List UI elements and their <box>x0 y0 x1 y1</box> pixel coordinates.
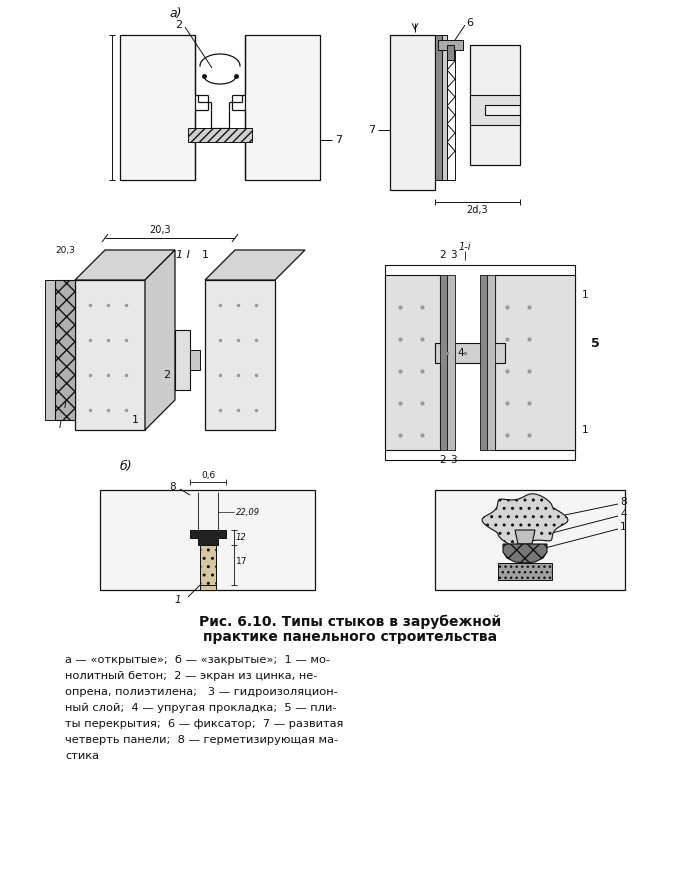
Bar <box>385 265 575 460</box>
Bar <box>440 275 447 450</box>
Text: 5: 5 <box>591 336 599 349</box>
Polygon shape <box>75 280 145 430</box>
Text: 1: 1 <box>582 290 588 300</box>
Bar <box>100 490 315 590</box>
Text: практике панельного строительства: практике панельного строительства <box>203 630 497 644</box>
Text: 3: 3 <box>449 250 456 260</box>
Bar <box>435 35 442 180</box>
Bar <box>447 45 455 180</box>
Polygon shape <box>75 250 175 280</box>
Polygon shape <box>205 280 275 430</box>
Text: 3: 3 <box>193 360 200 370</box>
Text: 1: 1 <box>620 522 626 532</box>
Polygon shape <box>435 343 505 363</box>
Text: 3: 3 <box>449 455 456 465</box>
Polygon shape <box>385 275 440 450</box>
Text: б): б) <box>120 459 132 473</box>
Text: 8: 8 <box>620 497 626 507</box>
Text: ты перекрытия;  6 — фиксатор;  7 — развитая: ты перекрытия; 6 — фиксатор; 7 — развита… <box>65 719 344 729</box>
Text: 4: 4 <box>620 509 626 519</box>
Text: 1 I: 1 I <box>176 250 190 260</box>
Bar <box>447 275 455 450</box>
Polygon shape <box>190 350 200 370</box>
Text: 4: 4 <box>458 348 464 358</box>
Text: 2: 2 <box>163 370 171 380</box>
Bar <box>470 45 520 165</box>
Text: а): а) <box>169 6 182 19</box>
Polygon shape <box>190 530 226 545</box>
Bar <box>188 128 252 142</box>
Text: 0,6: 0,6 <box>201 471 215 480</box>
Bar <box>200 545 216 590</box>
Polygon shape <box>470 95 520 125</box>
Text: 2: 2 <box>440 250 447 260</box>
Polygon shape <box>482 494 568 546</box>
Text: Рис. 6.10. Типы стыков в зарубежной: Рис. 6.10. Типы стыков в зарубежной <box>199 615 501 629</box>
Text: 7: 7 <box>335 135 342 145</box>
Polygon shape <box>175 330 190 390</box>
Bar <box>480 275 487 450</box>
Bar <box>435 490 625 590</box>
Text: 8: 8 <box>169 482 176 492</box>
Text: 1: 1 <box>175 595 181 605</box>
Text: четверть панели;  8 — герметизирующая ма-: четверть панели; 8 — герметизирующая ма- <box>65 735 338 745</box>
Text: 2: 2 <box>175 20 182 30</box>
Text: 7: 7 <box>368 125 375 135</box>
Bar <box>498 563 552 580</box>
Bar <box>442 35 447 180</box>
Text: 1-i: 1-i <box>458 242 471 252</box>
Text: 17: 17 <box>236 558 248 567</box>
Text: 6: 6 <box>466 18 473 28</box>
Text: 1: 1 <box>202 250 209 260</box>
Text: 20,3: 20,3 <box>55 246 75 254</box>
Bar <box>245 35 320 180</box>
Text: 1: 1 <box>582 425 588 435</box>
Text: нолитный бетон;  2 — экран из цинка, не-: нолитный бетон; 2 — экран из цинка, не- <box>65 671 317 681</box>
Text: 2: 2 <box>440 455 447 465</box>
Bar <box>447 45 454 60</box>
Text: ный слой;  4 — упругая прокладка;  5 — пли-: ный слой; 4 — упругая прокладка; 5 — пли… <box>65 703 337 713</box>
Bar <box>120 35 195 180</box>
Text: I: I <box>59 420 62 430</box>
Polygon shape <box>515 530 535 544</box>
Polygon shape <box>145 250 175 430</box>
Polygon shape <box>205 250 305 280</box>
Text: 22,09: 22,09 <box>236 508 260 517</box>
Polygon shape <box>495 275 575 450</box>
Text: 1: 1 <box>132 415 139 425</box>
Bar <box>438 40 463 50</box>
Text: 12: 12 <box>236 533 246 542</box>
Text: I: I <box>64 400 66 410</box>
Bar <box>390 35 435 190</box>
Bar <box>200 545 216 585</box>
Text: 20,3: 20,3 <box>149 225 171 235</box>
Polygon shape <box>55 280 75 420</box>
Text: стика: стика <box>65 751 99 761</box>
Text: а — «открытые»;  б — «закрытые»;  1 — мо-: а — «открытые»; б — «закрытые»; 1 — мо- <box>65 655 330 665</box>
Text: опрена, полиэтилена;   3 — гидроизоляцион-: опрена, полиэтилена; 3 — гидроизоляцион- <box>65 687 337 697</box>
Text: 2d,3: 2d,3 <box>466 205 488 215</box>
Bar <box>45 280 55 420</box>
Bar <box>487 275 495 450</box>
Polygon shape <box>503 544 547 563</box>
